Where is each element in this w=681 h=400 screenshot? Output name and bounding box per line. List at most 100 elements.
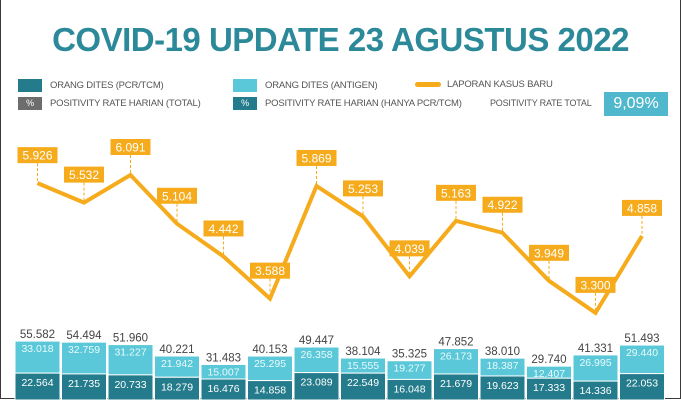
total-label: 40.153 bbox=[252, 344, 287, 356]
case-label-box bbox=[575, 276, 616, 293]
percent-icon: % bbox=[18, 97, 42, 110]
pcr-label: 21.679 bbox=[440, 378, 472, 390]
total-label: 31.483 bbox=[206, 352, 241, 364]
total-label: 38.010 bbox=[485, 346, 520, 358]
case-label-box bbox=[250, 262, 290, 279]
case-label: 4.858 bbox=[627, 201, 657, 215]
pcr-label: 21.735 bbox=[68, 378, 100, 390]
case-label: 4.039 bbox=[394, 242, 424, 256]
total-label: 40.221 bbox=[159, 344, 194, 356]
antigen-label: 12.407 bbox=[533, 368, 565, 380]
antigen-label: 33.018 bbox=[21, 343, 53, 355]
antigen-label: 32.759 bbox=[68, 344, 100, 356]
case-label-box bbox=[529, 244, 569, 261]
antigen-bar bbox=[293, 346, 340, 374]
pcr-label: 18.279 bbox=[161, 381, 193, 393]
case-label: 4.922 bbox=[487, 198, 517, 212]
legend-pos-pcr: % POSITIVITY RATE HARIAN (HANYA PCR/TCM) bbox=[233, 97, 462, 110]
antigen-label: 29.440 bbox=[626, 347, 658, 359]
pcr-bar bbox=[433, 373, 479, 400]
antigen-label: 18.387 bbox=[486, 360, 518, 372]
pcr-label: 22.053 bbox=[626, 378, 658, 390]
pcr-label: 14.858 bbox=[254, 385, 286, 397]
case-label-box bbox=[343, 180, 383, 197]
case-label: 5.926 bbox=[22, 149, 52, 163]
legend-cases: LAPORAN KASUS BARU bbox=[415, 79, 553, 90]
legend-antigen: ORANG DITES (ANTIGEN) bbox=[233, 79, 378, 92]
total-label: 55.582 bbox=[20, 329, 55, 341]
total-label: 41.331 bbox=[578, 343, 613, 355]
total-label: 38.104 bbox=[345, 346, 381, 358]
antigen-label: 21.942 bbox=[161, 358, 193, 370]
cases-line bbox=[36, 172, 644, 316]
legend-antigen-label: ORANG DITES (ANTIGEN) bbox=[265, 80, 378, 91]
case-label-box bbox=[203, 220, 244, 237]
antigen-swatch bbox=[233, 79, 257, 92]
antigen-label: 26.358 bbox=[300, 349, 332, 361]
pcr-label: 22.564 bbox=[21, 377, 53, 389]
pcr-swatch bbox=[18, 79, 42, 92]
pcr-bar bbox=[572, 380, 619, 400]
percent-icon: % bbox=[233, 97, 257, 110]
case-label-box bbox=[110, 139, 151, 155]
antigen-bar bbox=[107, 344, 154, 376]
case-label: 5.532 bbox=[69, 168, 99, 182]
total-label: 51.960 bbox=[113, 333, 148, 345]
case-label: 5.869 bbox=[301, 151, 331, 165]
pcr-label: 16.048 bbox=[393, 383, 425, 395]
antigen-label: 26.995 bbox=[579, 357, 611, 369]
pcr-bar bbox=[14, 372, 61, 400]
total-label: 49.447 bbox=[299, 335, 334, 347]
pcr-label: 19.623 bbox=[486, 380, 518, 392]
case-label: 6.091 bbox=[115, 141, 145, 155]
case-label: 5.104 bbox=[162, 189, 192, 203]
pcr-label: 22.549 bbox=[347, 377, 379, 389]
case-label-box bbox=[64, 166, 104, 183]
pcr-bar bbox=[154, 376, 200, 400]
legend-pos-total-label: POSITIVITY RATE HARIAN (TOTAL) bbox=[50, 98, 201, 109]
total-label: 35.325 bbox=[392, 349, 427, 361]
total-label: 47.852 bbox=[438, 337, 473, 349]
antigen-label: 15.555 bbox=[347, 360, 379, 372]
total-label: 51.493 bbox=[624, 333, 659, 345]
total-label: 54.494 bbox=[66, 330, 102, 342]
antigen-bar bbox=[61, 341, 107, 375]
case-label: 3.300 bbox=[580, 278, 610, 292]
legend-pcr: ORANG DITES (PCR/TCM) bbox=[18, 79, 164, 92]
case-label: 3.949 bbox=[534, 246, 564, 260]
case-label-box bbox=[482, 196, 523, 213]
case-label-box bbox=[389, 240, 430, 257]
antigen-label: 26.173 bbox=[440, 351, 472, 363]
antigen-label: 25.295 bbox=[254, 358, 286, 370]
pcr-bar bbox=[340, 372, 386, 400]
case-label: 5.253 bbox=[348, 182, 378, 196]
total-label: 29.740 bbox=[531, 354, 566, 366]
legend-cases-label: LAPORAN KASUS BARU bbox=[447, 79, 553, 90]
pcr-label: 16.476 bbox=[207, 383, 239, 395]
pcr-bar bbox=[200, 378, 247, 400]
case-label: 4.442 bbox=[208, 222, 238, 236]
pcr-bar bbox=[61, 373, 107, 400]
cases-swatch bbox=[415, 82, 441, 87]
pcr-bar bbox=[619, 373, 665, 400]
case-label: 5.163 bbox=[441, 186, 471, 200]
case-label-box bbox=[17, 147, 58, 164]
pcr-bar bbox=[479, 375, 526, 400]
pcr-label: 20.733 bbox=[114, 379, 146, 391]
case-label-box bbox=[157, 187, 197, 204]
pcr-label: 17.333 bbox=[533, 382, 565, 394]
antigen-bar bbox=[433, 348, 479, 375]
pcr-label: 14.336 bbox=[579, 385, 611, 397]
legend-pos-pcr-label: POSITIVITY RATE HARIAN (HANYA PCR/TCM) bbox=[265, 98, 462, 109]
pos-rate-total-value: 9,09% bbox=[604, 92, 668, 116]
antigen-bar bbox=[14, 340, 61, 374]
antigen-label: 19.277 bbox=[393, 363, 425, 375]
case-label: 3.588 bbox=[255, 264, 285, 278]
pcr-bar bbox=[386, 378, 433, 400]
pcr-bar bbox=[107, 374, 154, 400]
pos-rate-total-label: POSITIVITY RATE TOTAL bbox=[490, 98, 592, 108]
pcr-label: 23.089 bbox=[300, 377, 332, 389]
antigen-label: 15.007 bbox=[207, 366, 239, 378]
case-label-box bbox=[436, 184, 476, 201]
